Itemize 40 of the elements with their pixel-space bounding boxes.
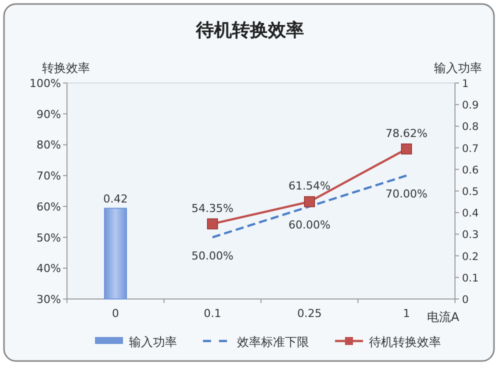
data-label: 60.00% — [288, 218, 330, 232]
x-tick-label: 0.25 — [297, 307, 322, 320]
x-tick-label: 0.1 — [204, 307, 222, 320]
y-tick-label: 90% — [36, 108, 61, 121]
point — [304, 196, 315, 208]
legend-label: 效率标准下限 — [237, 335, 309, 349]
y2-tick-label: 0.5 — [462, 186, 479, 198]
y2-axis-title: 输入功率 — [434, 61, 482, 75]
y-axis-title: 转换效率 — [42, 61, 90, 75]
y2-tick-label: 1 — [462, 78, 469, 90]
y-tick-label: 60% — [36, 200, 61, 214]
y-tick-label: 100% — [30, 77, 61, 90]
chart-title: 待机转换效率 — [195, 20, 304, 41]
y-tick-label: 70% — [36, 170, 61, 183]
point — [401, 143, 412, 154]
data-label: 78.62% — [386, 126, 428, 140]
y-tick-label: 50% — [36, 231, 61, 244]
y2-tick-label: 0.2 — [462, 250, 479, 263]
y2-tick-label: 0.6 — [462, 164, 480, 176]
data-label: 54.35% — [192, 202, 234, 215]
y2-tick-label: 0.4 — [462, 208, 480, 220]
y2-tick-label: 0.8 — [462, 121, 479, 134]
y2-tick-label: 0.1 — [462, 272, 479, 284]
y-tick-label: 40% — [36, 262, 61, 276]
data-label: 61.54% — [288, 180, 330, 193]
x-axis-title: 电流A — [427, 310, 460, 324]
data-label: 70.00% — [386, 188, 428, 201]
legend-label: 输入功率 — [129, 335, 177, 349]
data-label: 50.00% — [192, 249, 234, 262]
y2-tick-label: 0 — [462, 294, 469, 306]
y2-tick-label: 0.9 — [462, 100, 479, 112]
y-tick-label: 30% — [36, 293, 61, 306]
data-label: 0.42 — [103, 192, 128, 206]
x-tick-label: 1 — [403, 307, 410, 320]
y2-tick-label: 0.3 — [462, 229, 479, 242]
y-tick-label: 80% — [36, 138, 61, 152]
point — [207, 218, 218, 230]
y2-tick-label: 0.7 — [462, 142, 479, 155]
legend-label: 待机转换效率 — [369, 335, 441, 349]
x-tick-label: 0 — [112, 307, 119, 320]
